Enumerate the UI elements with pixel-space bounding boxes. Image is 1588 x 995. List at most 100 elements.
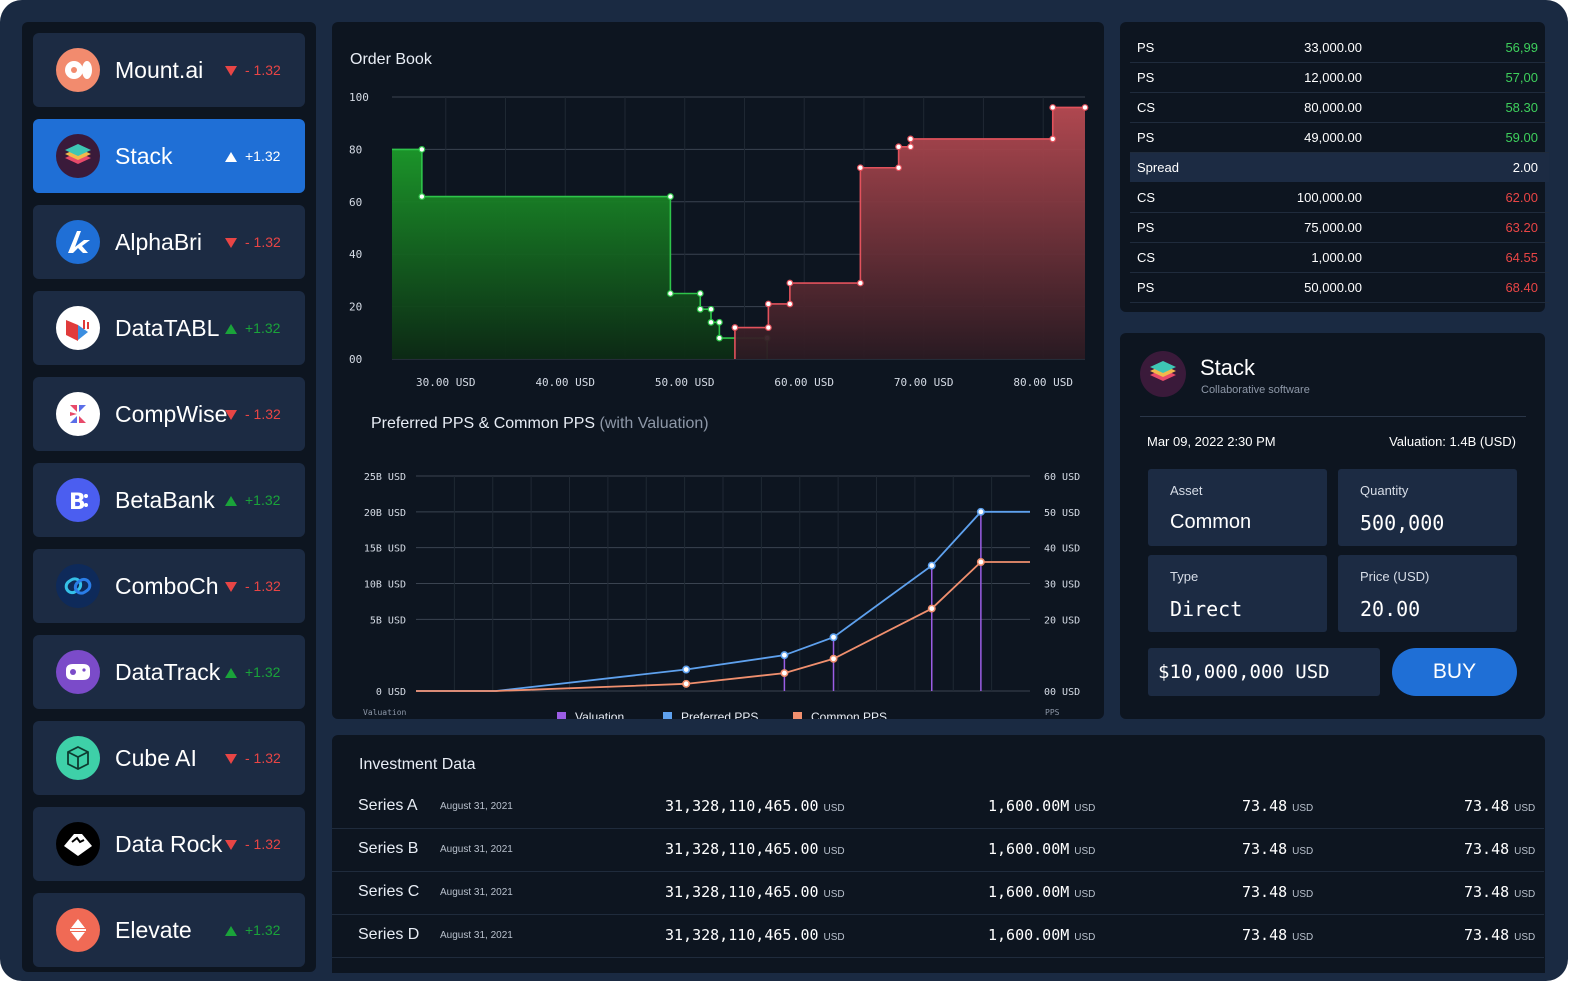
quantity-value: 500,000 xyxy=(1360,511,1445,535)
ask-depth-point xyxy=(1081,104,1089,111)
orderbook-row[interactable]: PS 12,000.00 57,00 xyxy=(1130,63,1549,93)
price-change-value: +1.32 xyxy=(245,922,281,938)
series-amount: 31,328,110,465.00 USD xyxy=(665,926,845,944)
price-field[interactable]: Price (USD) 20.00 xyxy=(1338,555,1517,632)
investment-row[interactable]: Series C August 31, 2021 31,328,110,465.00… xyxy=(332,871,1544,915)
company-name: AlphaBri xyxy=(115,229,202,255)
trade-datetime: Mar 09, 2022 2:30 PM xyxy=(1147,434,1276,449)
company-name: Data Rock xyxy=(115,831,223,857)
right-axis-title: PPS xyxy=(1045,708,1060,717)
type-field[interactable]: Type Direct xyxy=(1148,555,1327,632)
investment-title: Investment Data xyxy=(359,756,476,773)
series-amount-unit: USD xyxy=(823,803,845,814)
orderbook-row[interactable]: PS 33,000.00 56,99 xyxy=(1130,33,1549,63)
series-valuation: 1,600.00M USD xyxy=(988,840,1095,858)
orderbook-row[interactable]: CS 80,000.00 58.30 xyxy=(1130,93,1549,123)
x-tick-label: 40.00 USD xyxy=(535,376,595,389)
bid-depth-point xyxy=(696,305,704,313)
series-pps-common-unit: USD xyxy=(1514,803,1536,814)
price-change: +1.32 xyxy=(225,119,280,193)
series-valuation-unit: USD xyxy=(1074,932,1096,943)
company-item-compwise[interactable]: CompWise - 1.32 xyxy=(33,377,305,451)
company-item-data-rock[interactable]: Data Rock - 1.32 xyxy=(33,807,305,881)
company-item-mount-ai[interactable]: Mount.ai - 1.32 xyxy=(33,33,305,107)
datatabl-logo xyxy=(56,306,100,350)
company-item-datatrack[interactable]: DataTrack +1.32 xyxy=(33,635,305,709)
preferred-pps-point xyxy=(682,665,691,674)
orderbook-row[interactable]: PS 50,000.00 68.40 xyxy=(1130,273,1549,303)
investment-row[interactable]: Series A August 31, 2021 31,328,110,465.00… xyxy=(332,785,1544,829)
investment-row[interactable]: Series B August 31, 2021 31,328,110,465.00… xyxy=(332,828,1544,872)
price-change: - 1.32 xyxy=(225,549,281,623)
series-date: August 31, 2021 xyxy=(440,930,513,941)
order-price: 57,00 xyxy=(1505,70,1538,85)
price-change-value: +1.32 xyxy=(245,492,281,508)
spread-row[interactable]: Spread 2.00 xyxy=(1130,153,1549,182)
buy-button[interactable]: BUY xyxy=(1392,648,1517,696)
right-axis-label: 20 USD xyxy=(1044,615,1080,626)
orderbook-row[interactable]: CS 100,000.00 62.00 xyxy=(1130,183,1549,213)
price-change: +1.32 xyxy=(225,291,280,365)
bid-depth-point xyxy=(418,145,426,153)
legend-swatch-0 xyxy=(557,712,566,719)
orderbook-row[interactable]: PS 49,000.00 59.00 xyxy=(1130,123,1549,153)
order-price: 59.00 xyxy=(1505,130,1538,145)
asset-label: Asset xyxy=(1170,483,1203,498)
elevate-logo xyxy=(56,908,100,952)
common-pps-point xyxy=(829,654,838,663)
price-change-value: - 1.32 xyxy=(245,750,281,766)
company-item-datatabl[interactable]: DataTABL +1.32 xyxy=(33,291,305,365)
series-pps-preferred-unit: USD xyxy=(1292,889,1314,900)
price-change: - 1.32 xyxy=(225,721,281,795)
series-pps-preferred-unit: USD xyxy=(1292,803,1314,814)
betabank-logo: B xyxy=(56,478,100,522)
buy-button-label: BUY xyxy=(1432,660,1477,683)
company-item-stack[interactable]: Stack +1.32 xyxy=(33,119,305,193)
trade-company-tagline: Collaborative software xyxy=(1201,384,1310,396)
company-item-elevate[interactable]: Elevate +1.32 xyxy=(33,893,305,967)
right-axis-label: 60 USD xyxy=(1044,472,1080,483)
company-sidebar: Mount.ai - 1.32 Stack +1.32 AlphaBri - 1.32 Da… xyxy=(22,22,316,972)
orderbook-row[interactable]: PS 75,000.00 63.20 xyxy=(1130,213,1549,243)
ask-depth-point xyxy=(731,324,739,331)
quantity-field[interactable]: Quantity 500,000 xyxy=(1338,469,1517,546)
company-item-comboch[interactable]: ComboCh - 1.32 xyxy=(33,549,305,623)
series-amount-unit: USD xyxy=(823,889,845,900)
orderbook-row[interactable]: CS 1,000.00 64.55 xyxy=(1130,243,1549,273)
mount-logo xyxy=(56,48,100,92)
asset-field[interactable]: Asset Common xyxy=(1148,469,1327,546)
bid-depth-point xyxy=(666,290,674,297)
company-item-betabank[interactable]: B BetaBank +1.32 xyxy=(33,463,305,537)
price-label: Price (USD) xyxy=(1360,569,1430,584)
order-type: PS xyxy=(1137,70,1155,85)
ask-depth-point xyxy=(764,324,772,331)
company-item-cube-ai[interactable]: Cube AI - 1.32 xyxy=(33,721,305,795)
ask-depth-point xyxy=(786,279,794,287)
order-price: 56,99 xyxy=(1505,40,1538,55)
left-axis-label: 10B USD xyxy=(364,580,406,591)
company-item-alphabri[interactable]: AlphaBri - 1.32 xyxy=(33,205,305,279)
y-tick-label: 80 xyxy=(349,143,362,156)
company-name: DataTrack xyxy=(115,659,221,685)
series-amount-unit: USD xyxy=(823,932,845,943)
series-pps-common: 73.48 USD xyxy=(1464,797,1535,815)
trade-divider xyxy=(1140,416,1526,417)
order-price: 63.20 xyxy=(1505,220,1538,235)
order-price: 64.55 xyxy=(1505,250,1538,265)
order-type: CS xyxy=(1137,190,1156,205)
series-name: Series B xyxy=(358,840,419,857)
series-valuation-unit: USD xyxy=(1074,846,1096,857)
y-tick-label: 100 xyxy=(349,91,369,104)
investment-row[interactable]: Series D August 31, 2021 31,328,110,465.00… xyxy=(332,914,1544,958)
company-name: Mount.ai xyxy=(115,57,204,83)
arrow-down-icon xyxy=(225,582,237,593)
series-amount-unit: USD xyxy=(823,846,845,857)
ask-depth-point xyxy=(856,164,864,172)
order-price: 58.30 xyxy=(1505,100,1538,115)
price-change-value: +1.32 xyxy=(245,148,281,164)
bid-depth-point xyxy=(707,305,715,313)
arrow-up-icon xyxy=(225,496,237,507)
series-amount-value: 31,328,110,465.00 xyxy=(665,797,819,815)
y-tick-label: 40 xyxy=(349,248,362,261)
series-pps-preferred-unit: USD xyxy=(1292,932,1314,943)
